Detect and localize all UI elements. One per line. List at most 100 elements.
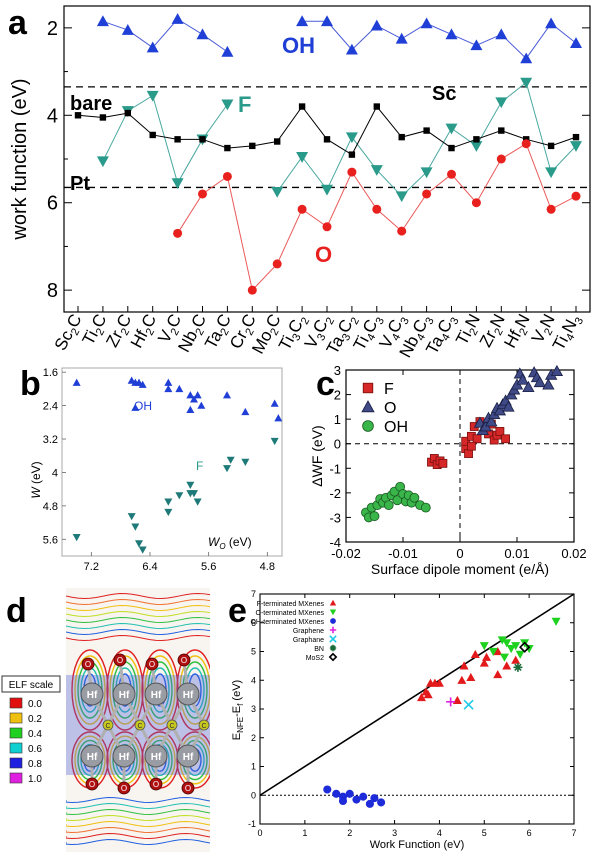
panel-d-contour-line xyxy=(66,832,210,839)
panel-c-o-point xyxy=(533,375,546,388)
panel-b-oh-point xyxy=(190,395,198,403)
panel-b-oh-point xyxy=(175,384,184,393)
panel-b-xlabel: WO (eV) xyxy=(208,535,252,551)
panel-b-letter: b xyxy=(20,365,41,403)
panel-a-xtick-sub2: 3 xyxy=(374,316,387,327)
panel-a-oh-point xyxy=(495,28,508,40)
panel-a-bare-point xyxy=(423,127,430,134)
panel-a-xtick-mid: C xyxy=(113,311,136,331)
panel-a-xtick-label: V4C3 xyxy=(376,311,412,353)
panel-d-blob-contour xyxy=(109,655,141,725)
panel-d-o-label: O xyxy=(153,780,159,789)
panel-a-ytick-label: 8 xyxy=(47,280,58,302)
panel-a-xtick-sub: 2 xyxy=(243,326,256,337)
panel-d-hf-label: Hf xyxy=(151,690,162,701)
panel-a-f-point xyxy=(445,123,458,135)
panel-e-point xyxy=(323,785,332,794)
panel-e-point xyxy=(493,647,503,656)
panel-a-bare-point xyxy=(448,144,455,152)
panel-a-o-point xyxy=(571,191,581,201)
panel-d-elf-label: 0.6 xyxy=(28,744,42,755)
panel-c-o-point xyxy=(516,373,529,385)
panel-b-oh-point xyxy=(270,399,279,407)
panel-d-blob-contour xyxy=(176,731,210,789)
panel-d-c-label: C xyxy=(105,723,110,730)
panel-a-f-point xyxy=(395,191,408,203)
panel-e-ytick-label: 6 xyxy=(251,618,256,628)
panel-a-xtick-sub: 2 xyxy=(119,326,132,337)
panel-a-o-point xyxy=(347,167,357,177)
panel-a-o-point xyxy=(546,204,556,214)
panel-e-legend-marker xyxy=(329,644,337,652)
panel-a-bare-point xyxy=(473,136,480,143)
panel-d-elf-swatch xyxy=(9,727,23,739)
panel-d-o-atom xyxy=(149,777,163,791)
panel-b-oh-point xyxy=(193,391,202,399)
panel-a-oh-point xyxy=(146,41,159,53)
panel-e-point xyxy=(365,799,374,808)
panel-a-ytick-label: 2 xyxy=(47,18,58,40)
panel-e-point xyxy=(515,650,525,659)
panel-a-xtick-sub2: 3 xyxy=(398,316,411,327)
panel-a-xtick-sub2: 2 xyxy=(349,316,362,327)
panel-e-xtick-label: 0 xyxy=(257,828,262,838)
panel-a-oh-point xyxy=(96,15,109,27)
panel-a-o-point xyxy=(222,171,232,181)
panel-b-f-point xyxy=(138,546,147,554)
panel-c-legend-marker-oh xyxy=(362,420,374,432)
panel-a-o-point xyxy=(372,204,382,214)
panel-e-point xyxy=(370,794,379,803)
panel-e-ylabel-sub: NFE xyxy=(236,717,245,733)
panel-d-elf-label: 0.4 xyxy=(28,729,42,740)
panel-c-xlabel: Surface dipole moment (e/Å) xyxy=(371,561,549,577)
panel-b-f-point xyxy=(193,498,202,506)
panel-b-f-point xyxy=(270,437,279,446)
panel-a-xtick-mid: C xyxy=(63,311,86,331)
panel-e-xlabel: Work Function (eV) xyxy=(370,839,465,851)
panel-e-xtick-label: 2 xyxy=(347,828,352,838)
panel-a-xtick-mid: C xyxy=(262,311,285,331)
panel-e-point xyxy=(466,672,476,681)
panel-a-o-point xyxy=(422,189,432,199)
panel-a-xtick-sub2: 3 xyxy=(573,316,586,327)
panel-a-xtick-mid: C xyxy=(88,311,111,331)
panel-d-contour-line xyxy=(66,628,210,635)
panel-b-annotation-oh: OH xyxy=(134,399,152,413)
panel-d-elf-label: 1.0 xyxy=(28,774,42,785)
panel-d-hf-atom xyxy=(80,744,104,768)
panel-d-contour-line xyxy=(66,796,210,803)
panel-a-xtick-label: Ti4C3 xyxy=(350,311,387,355)
panel-a-oh-point xyxy=(545,17,558,29)
panel-a-xtick-sub: 2 xyxy=(517,326,530,337)
panel-a-oh-point xyxy=(196,28,209,40)
panel-a-o-point xyxy=(397,226,407,236)
panel-e-point xyxy=(452,695,462,704)
panel-a-o-point xyxy=(322,222,332,232)
panel-e-point xyxy=(482,652,492,661)
panel-a-bare-point xyxy=(498,127,505,134)
panel-b-oh-point xyxy=(274,414,283,422)
panel-b-oh-point xyxy=(138,380,147,388)
panel-d-contour-line xyxy=(66,622,210,629)
panel-c-ytick-label: 3 xyxy=(334,363,341,378)
panel-a-o-point xyxy=(247,285,257,295)
panel-e-xtick-label: 4 xyxy=(437,828,442,838)
panel-e-ylabel-main: E xyxy=(231,733,243,740)
panel-c-xtick-label: -0.02 xyxy=(331,546,361,561)
panel-a-oh-point xyxy=(470,39,483,51)
panel-b-xlabel-unit: (eV) xyxy=(226,535,252,549)
panel-d-hf-atom xyxy=(144,682,168,706)
panel-b-f-point xyxy=(241,458,250,466)
panel-a-f-point xyxy=(321,184,333,196)
panel-a-bare-point xyxy=(572,133,580,141)
panel-a-f-point xyxy=(570,141,582,152)
panel-e-letter: e xyxy=(228,592,247,630)
panel-a-ylabel: work function (eV) xyxy=(9,78,31,240)
panel-e-point xyxy=(463,699,474,710)
panel-e-legend-label: Graphene xyxy=(293,628,324,635)
panel-a-ytick-label: 6 xyxy=(47,193,58,215)
panel-d-hf-atom xyxy=(112,682,136,706)
panel-e-legend-label: Graphane xyxy=(293,637,324,644)
